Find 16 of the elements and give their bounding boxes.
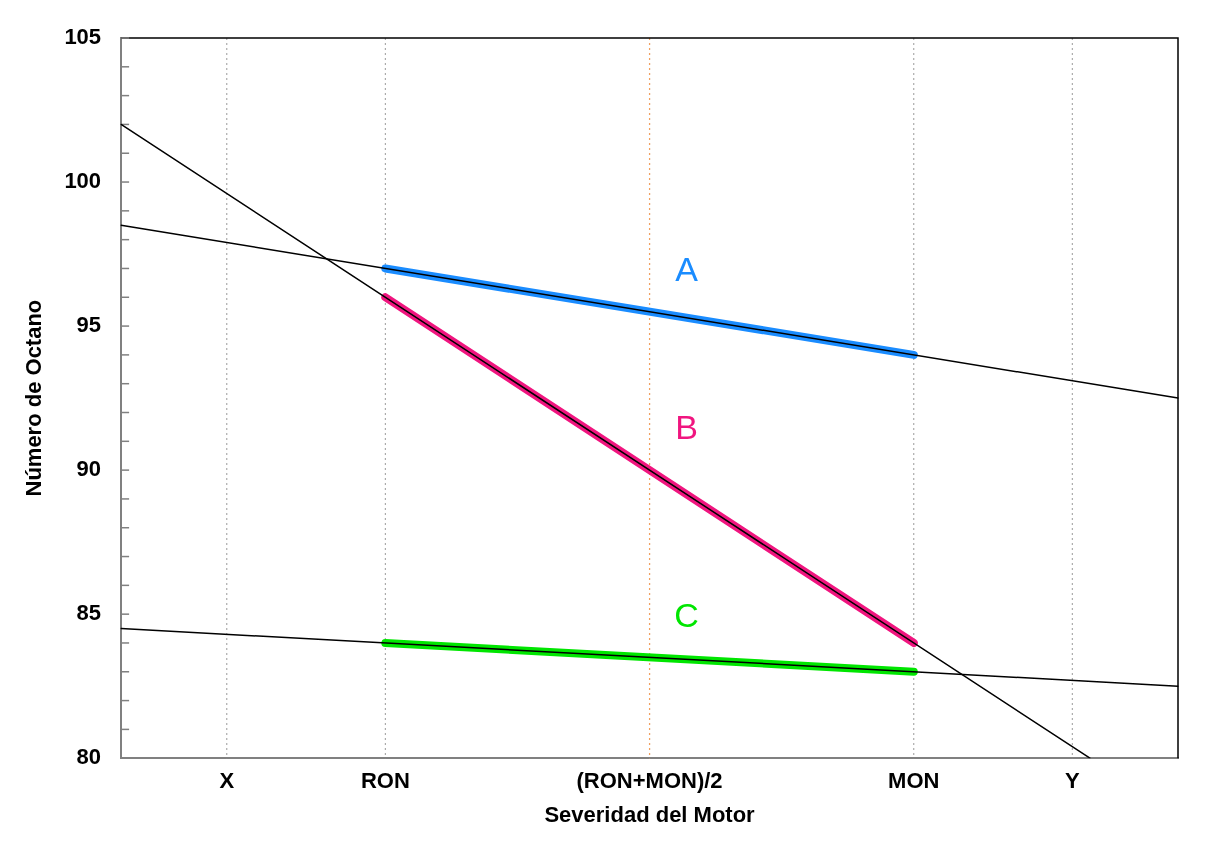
series-label: A [675, 250, 699, 289]
x-tick-label: X [219, 768, 235, 794]
y-tick-label: 100 [64, 168, 102, 194]
x-tick-label: Y [1064, 768, 1080, 794]
x-tick-label: RON [360, 768, 410, 794]
y-tick-label: 85 [76, 600, 102, 626]
y-tick-label: 105 [64, 24, 102, 50]
y-tick-label: 80 [76, 744, 102, 770]
y-axis-title: Número de Octano [21, 299, 47, 497]
x-tick-label: MON [888, 768, 940, 794]
y-tick-label: 95 [76, 312, 102, 338]
x-axis-title: Severidad del Motor [544, 801, 756, 827]
series-label: B [675, 408, 698, 447]
y-tick-label: 90 [76, 456, 102, 482]
x-tick-label: (RON+MON)/2 [576, 768, 723, 794]
series-label: C [674, 595, 699, 634]
